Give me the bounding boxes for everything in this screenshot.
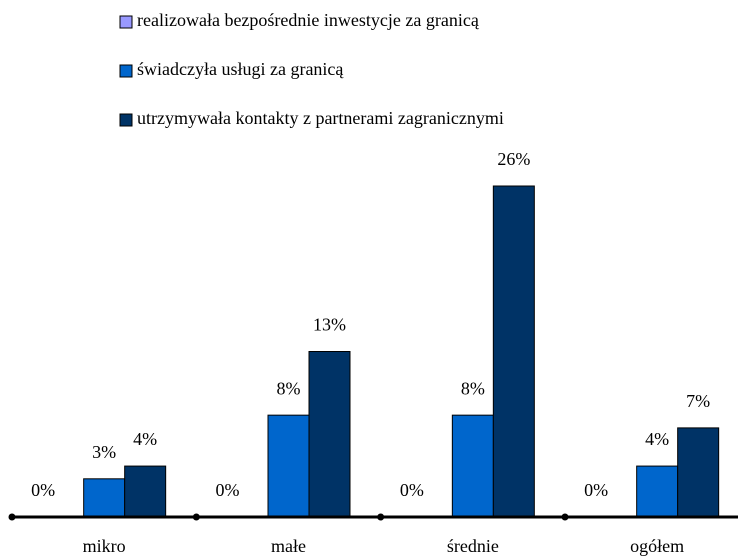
x-tick-label: ogółem (630, 536, 684, 556)
value-label: 0% (216, 480, 240, 500)
value-label: 0% (400, 480, 424, 500)
axis-dot (8, 513, 16, 521)
x-tick-label: mikro (83, 536, 126, 556)
value-label: 0% (584, 480, 608, 500)
legend-swatch (119, 15, 133, 29)
value-label: 8% (461, 378, 485, 398)
legend-label: świadczyła usługi za granicą (137, 59, 344, 79)
legend-label: utrzymywała kontakty z partnerami zagran… (137, 108, 504, 128)
bar (451, 414, 494, 518)
x-tick-label: małe (271, 536, 306, 556)
value-label: 8% (277, 378, 301, 398)
value-label: 4% (133, 429, 157, 449)
axis-dot (377, 513, 385, 521)
legend-swatch (119, 64, 133, 78)
bar (83, 478, 126, 518)
value-label: 3% (92, 442, 116, 462)
value-label: 7% (686, 391, 710, 411)
legend-swatch (119, 113, 133, 127)
bar (267, 414, 310, 518)
value-label: 26% (497, 149, 530, 169)
bar (677, 427, 720, 518)
value-label: 13% (313, 315, 346, 335)
bar (636, 465, 679, 518)
bar (308, 351, 351, 518)
bar (124, 465, 167, 518)
value-label: 4% (645, 429, 669, 449)
legend-label: realizowała bezpośrednie inwestycje za g… (137, 10, 480, 30)
axis-dot (561, 513, 569, 521)
x-tick-label: średnie (447, 536, 499, 556)
bar (492, 185, 535, 518)
axis-dot (192, 513, 200, 521)
value-label: 0% (31, 480, 55, 500)
